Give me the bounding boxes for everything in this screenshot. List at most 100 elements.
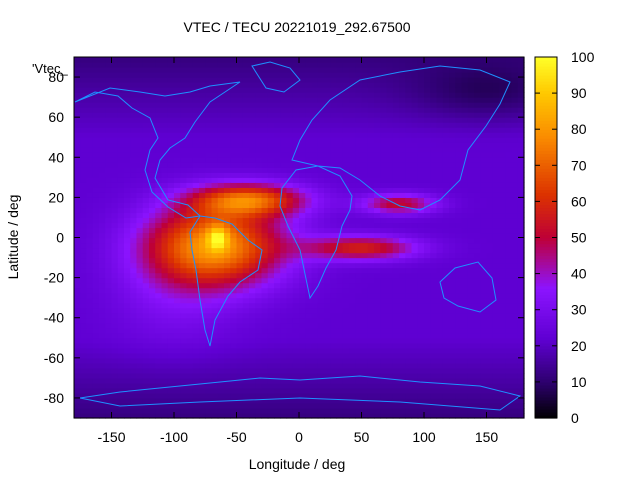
heatmap-cell (211, 362, 219, 369)
heatmap-cell (92, 67, 100, 73)
heatmap-cell (211, 162, 219, 168)
heatmap-cell (424, 302, 431, 309)
heatmap-cell (386, 137, 394, 143)
heatmap-cell (149, 332, 156, 339)
heatmap-cell (455, 232, 463, 239)
heatmap-cell (449, 72, 456, 78)
heatmap-cell (299, 102, 306, 108)
heatmap-cell (461, 172, 469, 178)
heatmap-cell (274, 352, 281, 359)
heatmap-cell (174, 237, 181, 244)
heatmap-cell (255, 57, 263, 63)
heatmap-cell (267, 262, 275, 269)
heatmap-cell (92, 412, 100, 419)
heatmap-cell (374, 72, 381, 78)
heatmap-cell (155, 322, 163, 329)
heatmap-cell (136, 227, 144, 234)
heatmap-cell (461, 92, 469, 98)
heatmap-cell (142, 127, 150, 133)
heatmap-cell (392, 227, 400, 234)
heatmap-cell (430, 77, 438, 83)
heatmap-cell (292, 62, 300, 68)
heatmap-cell (149, 327, 156, 334)
heatmap-cell (474, 292, 481, 299)
heatmap-cell (80, 252, 88, 259)
heatmap-cell (355, 237, 363, 244)
heatmap-cell (449, 182, 456, 188)
heatmap-cell (211, 407, 219, 414)
heatmap-cell (99, 242, 106, 249)
heatmap-cell (361, 252, 369, 259)
heatmap-cell (330, 82, 338, 88)
heatmap-cell (99, 402, 106, 409)
heatmap-cell (386, 382, 394, 389)
heatmap-cell (111, 217, 119, 224)
heatmap-cell (149, 67, 156, 73)
heatmap-cell (217, 362, 225, 369)
heatmap-cell (211, 302, 219, 309)
heatmap-cell (380, 232, 388, 239)
heatmap-cell (305, 242, 313, 249)
heatmap-cell (442, 152, 450, 158)
heatmap-cell (267, 97, 275, 103)
heatmap-cell (242, 352, 250, 359)
heatmap-cell (386, 102, 394, 108)
heatmap-cell (249, 387, 256, 394)
heatmap-cell (455, 272, 463, 279)
heatmap-cell (486, 217, 494, 224)
heatmap-cell (99, 182, 106, 188)
heatmap-cell (230, 342, 238, 349)
heatmap-cell (211, 67, 219, 73)
heatmap-cell (467, 312, 475, 319)
heatmap-cell (167, 322, 175, 329)
heatmap-cell (224, 247, 231, 254)
heatmap-cell (280, 202, 288, 209)
heatmap-cell (286, 207, 294, 214)
heatmap-cell (155, 357, 163, 364)
heatmap-cell (480, 142, 488, 148)
heatmap-cell (367, 142, 375, 148)
heatmap-cell (124, 237, 131, 244)
heatmap-cell (492, 222, 500, 229)
heatmap-cell (367, 182, 375, 188)
heatmap-cell (342, 172, 350, 178)
heatmap-cell (461, 287, 469, 294)
heatmap-cell (486, 287, 494, 294)
heatmap-cell (124, 357, 131, 364)
heatmap-cell (474, 267, 481, 274)
heatmap-cell (330, 242, 338, 249)
heatmap-cell (299, 357, 306, 364)
heatmap-cell (242, 347, 250, 354)
heatmap-cell (174, 257, 181, 264)
heatmap-cell (117, 67, 125, 73)
heatmap-cell (186, 287, 194, 294)
heatmap-cell (311, 177, 319, 183)
heatmap-cell (211, 387, 219, 394)
heatmap-cell (142, 122, 150, 128)
heatmap-cell (292, 242, 300, 249)
heatmap-cell (342, 67, 350, 73)
heatmap-cell (155, 147, 163, 153)
heatmap-cell (255, 177, 263, 183)
heatmap-cell (436, 382, 444, 389)
heatmap-cell (274, 327, 281, 334)
heatmap-cell (305, 327, 313, 334)
heatmap-cell (467, 87, 475, 93)
heatmap-cell (492, 322, 500, 329)
heatmap-cell (342, 232, 350, 239)
heatmap-cell (174, 157, 181, 163)
heatmap-cell (261, 182, 269, 188)
heatmap-cell (374, 157, 381, 163)
heatmap-cell (461, 317, 469, 324)
heatmap-cell (117, 162, 125, 168)
heatmap-cell (249, 177, 256, 183)
heatmap-cell (442, 337, 450, 344)
heatmap-cell (405, 162, 413, 168)
heatmap-cell (136, 102, 144, 108)
heatmap-cell (405, 152, 413, 158)
heatmap-cell (417, 257, 425, 264)
heatmap-cell (380, 187, 388, 193)
heatmap-cell (249, 347, 256, 354)
heatmap-cell (455, 242, 463, 249)
heatmap-cell (192, 352, 200, 359)
